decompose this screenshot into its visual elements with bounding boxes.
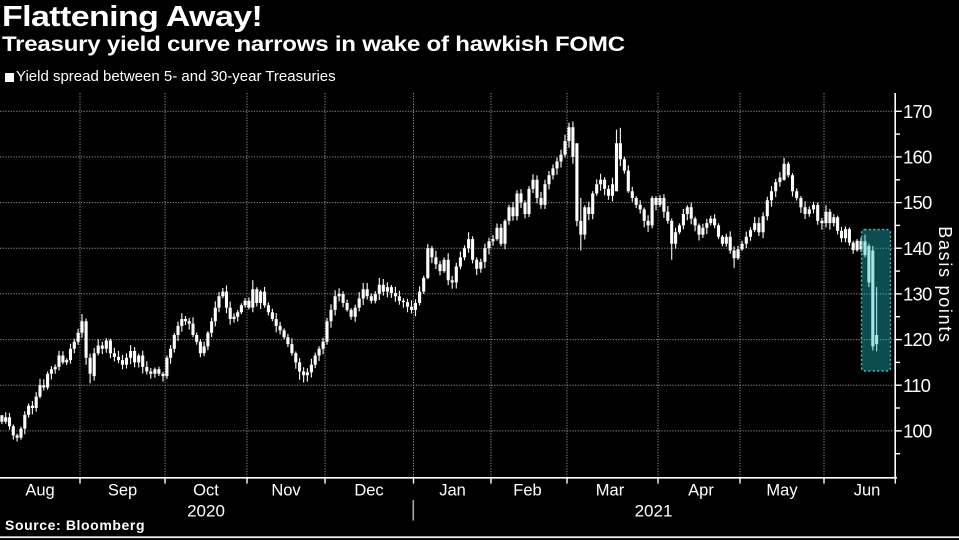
svg-text:Dec: Dec (354, 482, 383, 500)
svg-text:120: 120 (903, 329, 932, 350)
svg-text:Oct: Oct (193, 482, 219, 500)
svg-text:Apr: Apr (688, 482, 714, 500)
svg-text:140: 140 (903, 238, 932, 259)
svg-text:Sep: Sep (108, 482, 137, 500)
svg-text:Aug: Aug (25, 482, 54, 500)
svg-text:130: 130 (903, 284, 932, 305)
svg-text:Jun: Jun (854, 482, 881, 500)
svg-text:Jan: Jan (439, 482, 466, 500)
svg-text:Basis points: Basis points (935, 226, 955, 343)
svg-text:100: 100 (903, 421, 932, 442)
svg-text:160: 160 (903, 147, 932, 168)
svg-text:110: 110 (903, 375, 931, 396)
svg-text:Nov: Nov (271, 482, 301, 500)
svg-text:2020: 2020 (187, 502, 225, 521)
svg-text:May: May (766, 482, 798, 500)
svg-text:150: 150 (903, 192, 932, 213)
svg-text:170: 170 (903, 101, 932, 122)
svg-text:Mar: Mar (596, 482, 625, 500)
svg-text:2021: 2021 (635, 502, 673, 521)
svg-text:Feb: Feb (513, 482, 541, 500)
